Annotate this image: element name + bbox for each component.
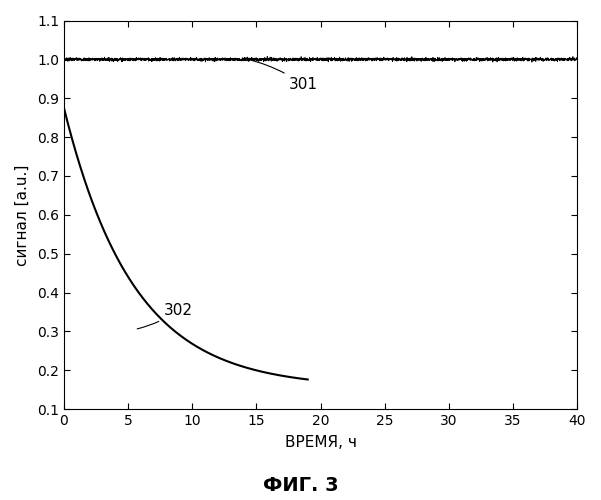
Text: 302: 302 <box>137 302 193 329</box>
Text: 301: 301 <box>249 60 317 92</box>
Text: ФИГ. 3: ФИГ. 3 <box>263 476 338 495</box>
Y-axis label: сигнал [a.u.]: сигнал [a.u.] <box>15 164 30 266</box>
X-axis label: ВРЕМЯ, ч: ВРЕМЯ, ч <box>285 435 356 450</box>
